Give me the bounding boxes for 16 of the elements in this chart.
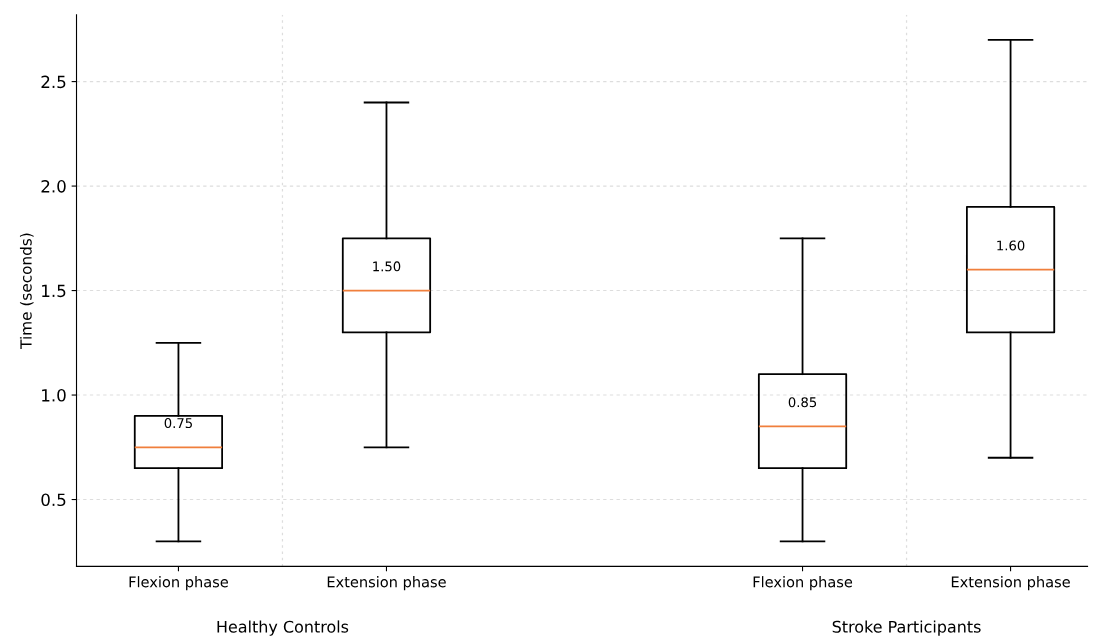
text: Healthy Controls xyxy=(217,620,349,636)
y-axis-title: Time (seconds) xyxy=(19,233,34,349)
x-tick-label: Flexion phase xyxy=(753,576,853,591)
x-tick-label: Extension phase xyxy=(951,576,1070,591)
y-tick-label: 2.0 xyxy=(41,180,66,193)
text: Stroke Participants xyxy=(832,620,981,636)
text: 0.75 xyxy=(164,418,192,429)
y-tick-label: 0.5 xyxy=(41,493,66,507)
text: 0.85 xyxy=(788,397,817,408)
text: 1.50 xyxy=(373,261,401,272)
y-tick-label: 2.5 xyxy=(41,75,66,89)
text: 1.60 xyxy=(997,240,1025,251)
x-tick-label: Extension phase xyxy=(327,576,446,591)
y-tick-label: 1.0 xyxy=(42,389,66,402)
y-tick-label: 1.5 xyxy=(42,284,66,298)
x-tick-label: Flexion phase xyxy=(129,576,228,591)
